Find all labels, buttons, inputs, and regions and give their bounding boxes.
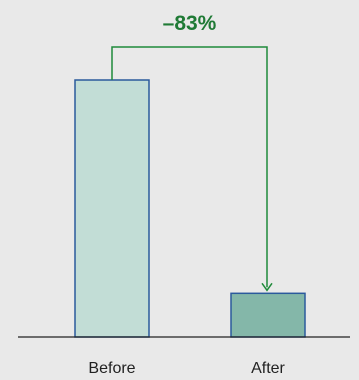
bars-group bbox=[74, 79, 306, 338]
connector-line bbox=[111, 46, 268, 288]
category-label-before: Before bbox=[88, 360, 135, 377]
category-label-after: After bbox=[251, 360, 285, 377]
bar-before bbox=[74, 79, 150, 338]
bar-after bbox=[230, 292, 306, 338]
category-labels-group: Before After bbox=[88, 360, 285, 377]
connector-arrowhead bbox=[261, 282, 273, 292]
change-connector bbox=[111, 46, 273, 292]
change-percent-label: –83% bbox=[163, 12, 217, 35]
